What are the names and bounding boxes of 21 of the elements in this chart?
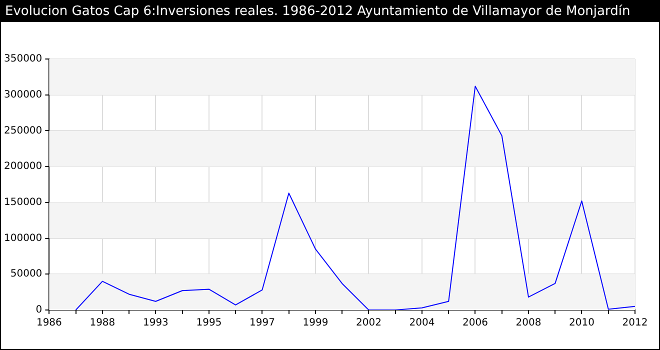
x-tick-label: 2004 [409, 318, 435, 329]
y-tick-label: 200000 [4, 161, 42, 172]
x-tick-label: 2008 [516, 318, 542, 329]
x-tick-label: 1986 [36, 318, 62, 329]
x-tick-label: 1999 [302, 318, 328, 329]
x-tick-label: 2006 [462, 318, 488, 329]
y-tick-label: 100000 [4, 232, 42, 244]
x-tick-label: 2010 [569, 318, 594, 329]
y-tick-label: 350000 [4, 54, 42, 65]
y-tick-label: 150000 [4, 197, 42, 208]
x-tick-label: 1993 [142, 318, 168, 329]
x-tick-label: 1988 [90, 318, 116, 329]
x-tick-label: 1997 [249, 318, 275, 329]
x-tick-label: 1995 [196, 318, 222, 329]
x-tick-label: 2002 [356, 318, 382, 329]
y-tick-label: 300000 [4, 89, 42, 100]
y-tick-label: 0 [36, 304, 42, 316]
x-tick-label: 2012 [622, 318, 648, 329]
y-tick-label: 250000 [4, 125, 42, 136]
y-tick-label: 50000 [10, 268, 42, 280]
chart-title: Evolucion Gatos Cap 6:Inversiones reales. 1986-2012 Ayuntamiento de Villamayor de Monjardín [1, 1, 659, 22]
